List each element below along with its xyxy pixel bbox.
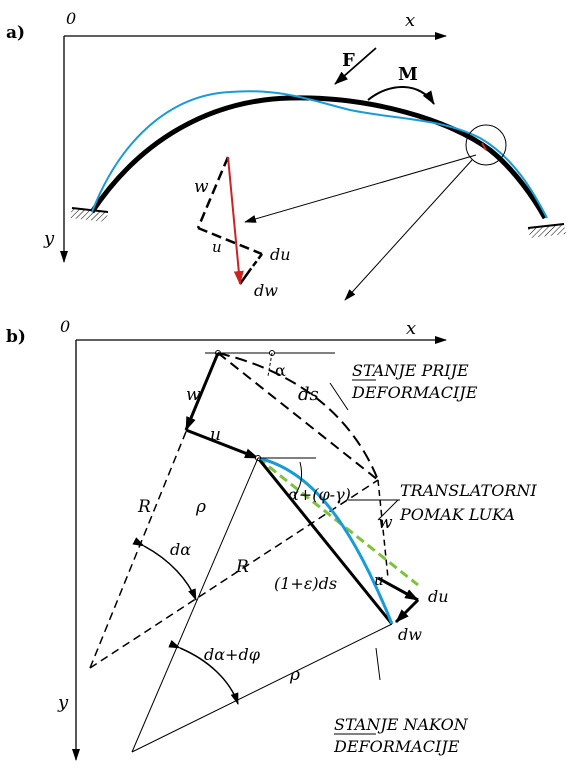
translation-line2: POMAK LUKA	[399, 505, 515, 524]
dw-label-b: dw	[398, 625, 422, 644]
panel-a-label: a)	[6, 23, 25, 43]
u-vector-b	[185, 428, 259, 460]
translation-line1: TRANSLATORNI	[400, 481, 537, 500]
rho2-label: ρ	[289, 665, 300, 685]
ds-label: ds	[298, 384, 319, 405]
alpha-label: α	[275, 361, 286, 380]
dw-vector-a	[238, 269, 252, 285]
translated-element	[257, 456, 419, 587]
leader-before	[329, 382, 349, 411]
w-vector-a	[196, 156, 230, 229]
panel-b-label: b)	[6, 327, 26, 347]
origin-a: 0	[66, 9, 76, 28]
angle-label: α+(φ-γ)	[288, 485, 351, 504]
origin-b: 0	[60, 317, 70, 336]
u-label-a: u	[212, 238, 222, 256]
force-arrow	[334, 47, 377, 85]
moment-label: M	[398, 64, 418, 85]
dalpha-dphi-arc	[168, 639, 239, 705]
x-label-a: x	[405, 10, 415, 31]
u-vector-b2	[377, 576, 419, 602]
dalpha-dphi-label: dα+dφ	[204, 645, 261, 664]
rho-line-1	[131, 457, 259, 753]
deformed-element-curve	[257, 456, 394, 625]
w-label-b: w	[186, 385, 201, 405]
dw-vector-b	[394, 598, 420, 624]
radius-R1	[89, 352, 219, 669]
dw-label-a: dw	[254, 281, 278, 300]
w-label-b2: w	[378, 513, 393, 533]
leader-arrow-2	[344, 159, 473, 301]
w-vector-b	[184, 352, 220, 431]
du-label-b: du	[428, 587, 449, 606]
alpha-tick	[267, 352, 273, 377]
state-before-line1: STANJE PRIJE	[352, 361, 469, 380]
R2-label: R	[235, 557, 249, 577]
w-vector-b2	[377, 479, 389, 579]
u-vector-a	[197, 226, 263, 256]
original-chord	[217, 352, 379, 481]
original-arch	[89, 95, 548, 220]
left-support	[70, 207, 109, 222]
rho1-label: ρ	[195, 497, 206, 517]
leader-after	[375, 647, 381, 681]
deformed-arch	[91, 90, 548, 219]
R1-label: R	[137, 497, 151, 517]
angle-arc	[293, 461, 303, 497]
rho-line-2	[131, 623, 393, 753]
original-element-arc	[217, 352, 379, 481]
u-label-b: u	[210, 425, 221, 445]
du-label-a: du	[270, 245, 291, 264]
y-label-b: y	[57, 692, 69, 713]
moment-arrow	[367, 86, 435, 105]
state-after-line1: STANJE NAKON	[334, 715, 469, 734]
panel-b: b) 0 x y α R R dα w u	[6, 317, 537, 761]
detail-circle	[465, 124, 507, 166]
dalpha-arc	[132, 537, 197, 601]
du-vector-a	[249, 253, 263, 271]
u-label-b2: u	[374, 571, 384, 589]
state-after-line2: DEFORMACIJE	[333, 737, 460, 756]
deformed-chord	[256, 457, 394, 625]
x-label-b: x	[406, 318, 416, 339]
right-support	[527, 223, 566, 238]
point-displacement-mark	[481, 142, 487, 151]
total-displacement-arrow	[227, 156, 244, 285]
radius-R2	[89, 479, 379, 669]
leader-arrow-1	[244, 154, 477, 223]
dalpha-label: dα	[170, 540, 191, 559]
force-label: F	[342, 50, 355, 71]
y-label-a: y	[43, 228, 55, 249]
w-label-a: w	[194, 177, 209, 197]
leader-translation	[377, 499, 399, 521]
state-before-line2: DEFORMACIJE	[351, 383, 478, 402]
panel-a: a) 0 x y F M	[6, 9, 566, 301]
ds-deformed-label: (1+ε)ds	[274, 574, 337, 593]
